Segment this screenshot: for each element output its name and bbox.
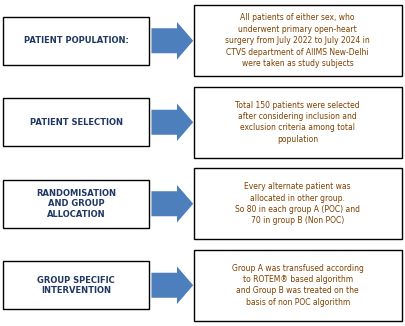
FancyBboxPatch shape (194, 250, 402, 321)
Text: PATIENT SELECTION: PATIENT SELECTION (30, 118, 123, 127)
Polygon shape (151, 266, 193, 304)
Text: RANDOMISATION
AND GROUP
ALLOCATION: RANDOMISATION AND GROUP ALLOCATION (36, 189, 116, 219)
FancyBboxPatch shape (3, 98, 149, 146)
FancyBboxPatch shape (3, 261, 149, 309)
FancyBboxPatch shape (194, 168, 402, 239)
FancyBboxPatch shape (3, 180, 149, 228)
Text: Total 150 patients were selected
after considering inclusion and
exclusion crite: Total 150 patients were selected after c… (235, 101, 360, 144)
FancyBboxPatch shape (3, 17, 149, 65)
Text: GROUP SPECIFIC
INTERVENTION: GROUP SPECIFIC INTERVENTION (37, 275, 115, 295)
Text: All patients of either sex, who
underwent primary open-heart
surgery from July 2: All patients of either sex, who underwen… (225, 13, 370, 68)
FancyBboxPatch shape (194, 5, 402, 76)
Polygon shape (151, 103, 193, 141)
Text: Group A was transfused according
to ROTEM® based algorithm
and Group B was treat: Group A was transfused according to ROTE… (232, 264, 364, 307)
Text: PATIENT POPULATION:: PATIENT POPULATION: (24, 36, 128, 45)
Polygon shape (151, 22, 193, 60)
FancyBboxPatch shape (194, 87, 402, 158)
Text: Every alternate patient was
allocated in other group.
So 80 in each group A (POC: Every alternate patient was allocated in… (235, 182, 360, 225)
Polygon shape (151, 185, 193, 223)
